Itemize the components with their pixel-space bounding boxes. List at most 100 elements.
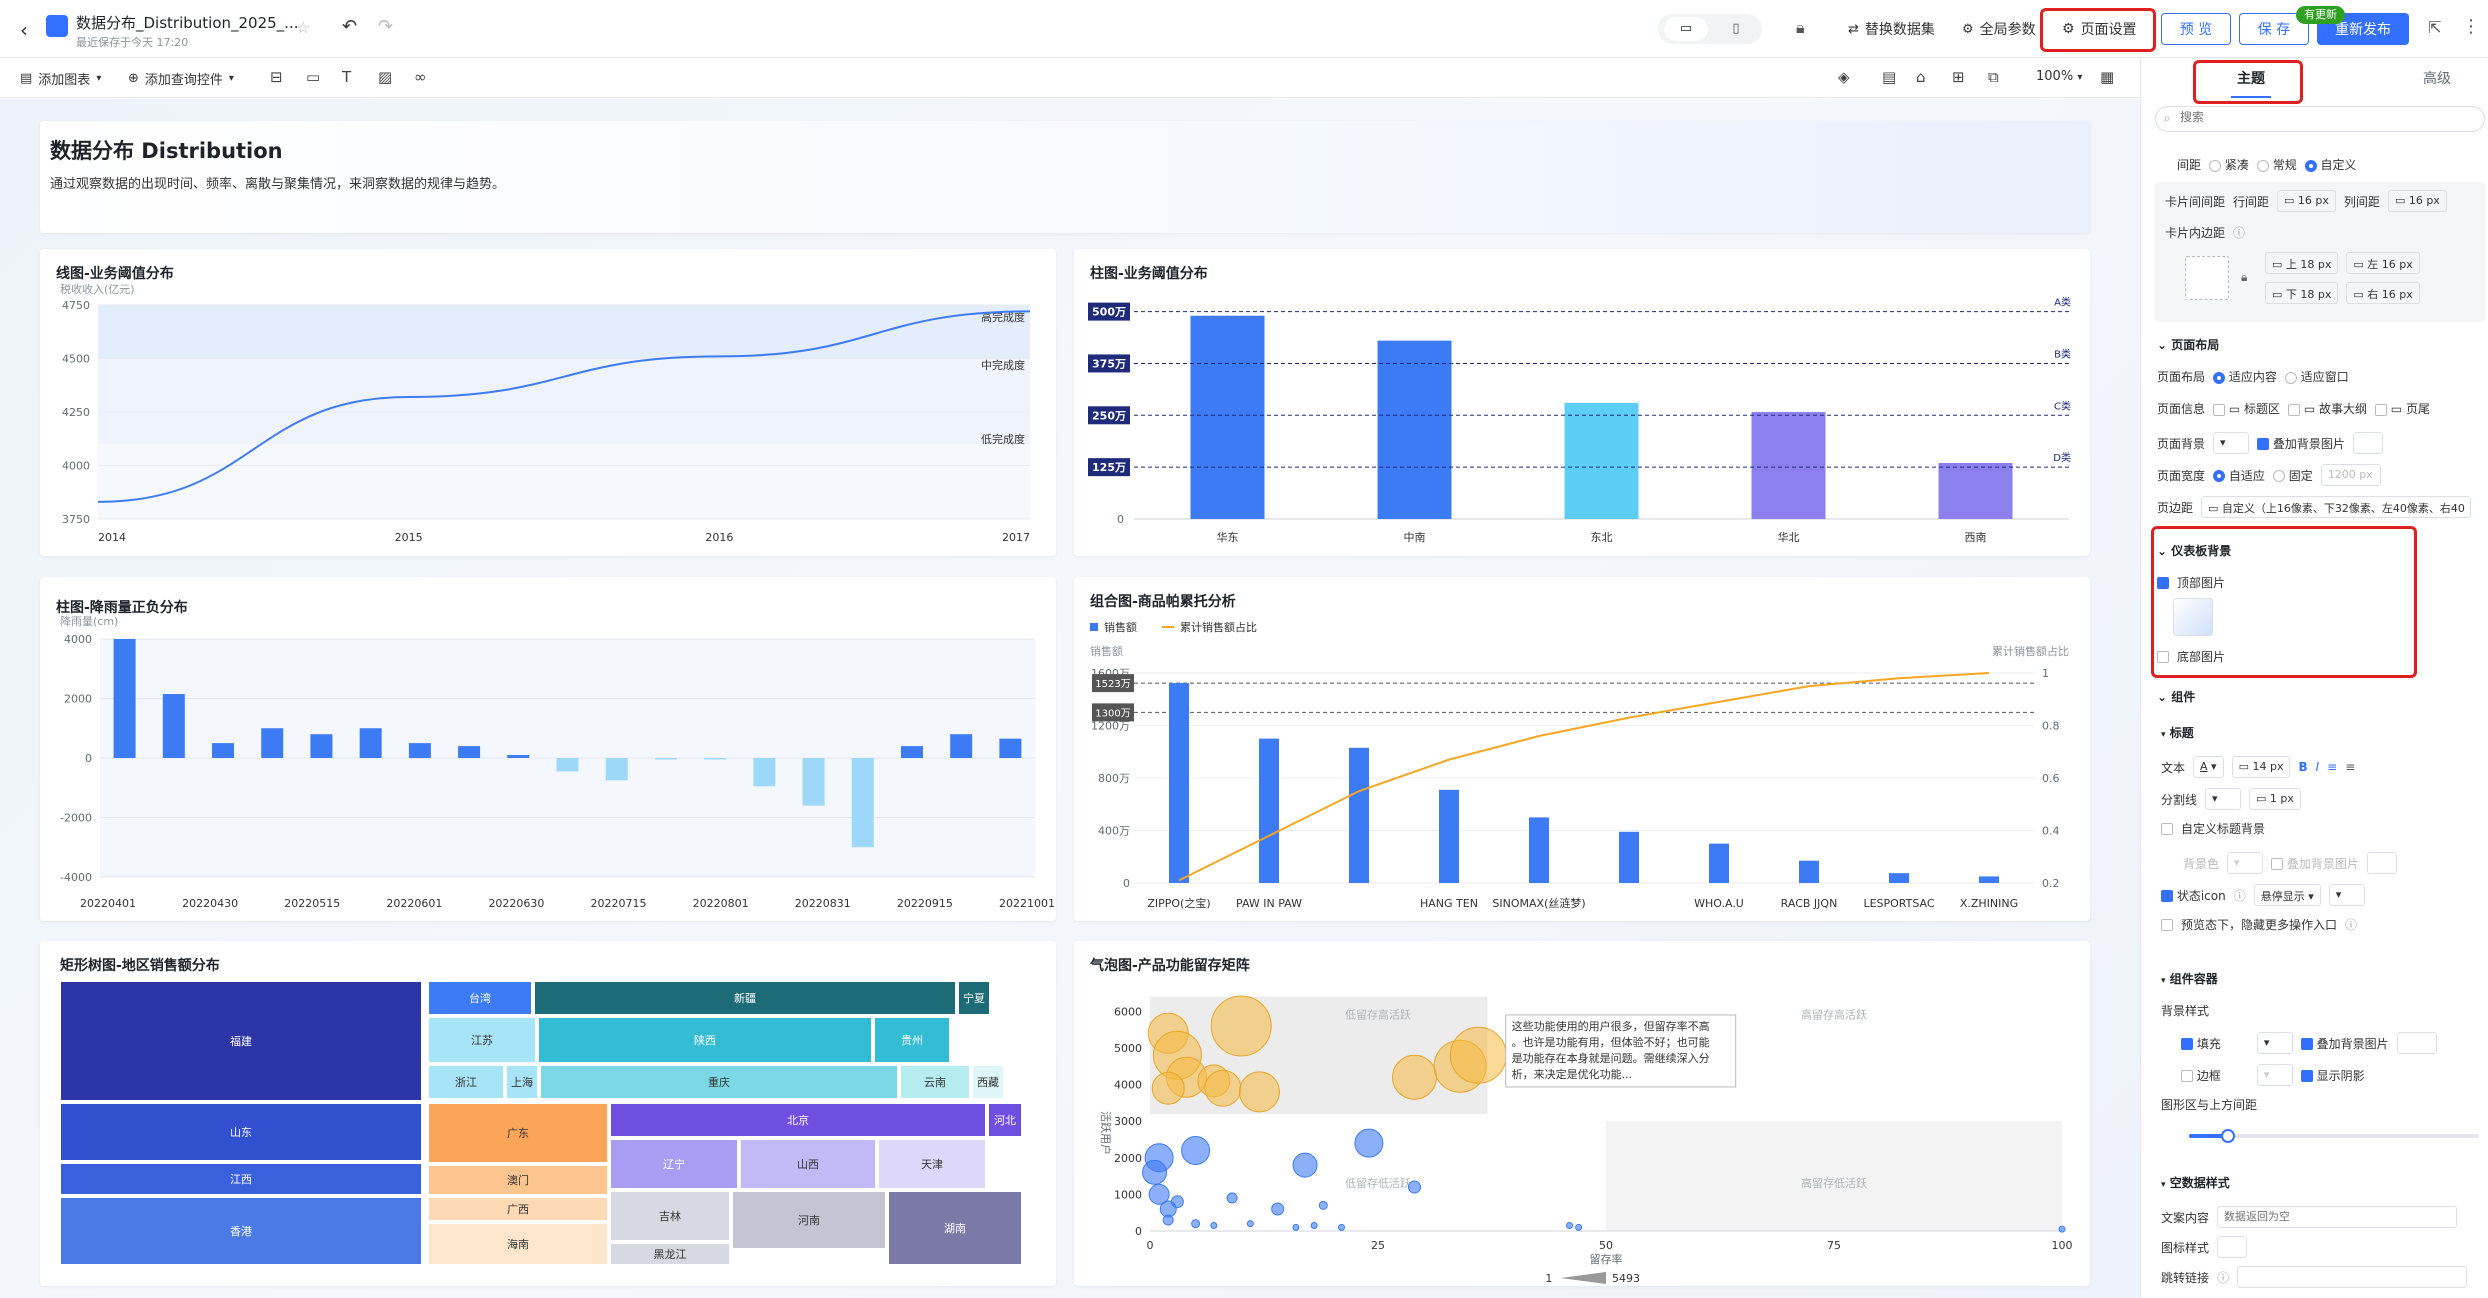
- page-settings-button[interactable]: ⚙ 页面设置: [2062, 21, 2137, 38]
- bold-icon[interactable]: B: [2298, 760, 2308, 774]
- lock-icon[interactable]: 🔒︎: [1796, 18, 1805, 37]
- zoom-select[interactable]: 100% ▾: [2036, 69, 2083, 84]
- redo-icon[interactable]: ↷: [378, 16, 394, 37]
- copy-icon[interactable]: ⧉: [1988, 68, 1999, 86]
- share-icon[interactable]: ⇱: [2428, 18, 2442, 37]
- info-outline-checkbox[interactable]: ▭ 故事大纲: [2288, 400, 2367, 417]
- title-bg-image-picker[interactable]: [2366, 852, 2397, 874]
- layout-fit-window[interactable]: 适应窗口: [2284, 368, 2349, 385]
- fill-checkbox[interactable]: 填充: [2181, 1035, 2221, 1052]
- layout-section-title[interactable]: ⌄ 页面布局: [2157, 338, 2220, 352]
- status-icon-select[interactable]: 悬停显示 ▾: [2253, 884, 2321, 906]
- mobile-view-icon[interactable]: ▯: [1732, 21, 1740, 36]
- spacing-custom[interactable]: 自定义: [2304, 156, 2357, 173]
- bubble-chart-card[interactable]: 气泡图-产品功能留存矩阵 低留存高活跃 高留存高活跃 低留存低活跃 高留存低活跃 活跃用…: [1074, 941, 2090, 1286]
- lock-icon[interactable]: 🔒︎: [2241, 270, 2248, 284]
- treemap-card[interactable]: 矩形树图-地区销售额分布 福建 台湾 新疆 宁夏 江苏 陕西 贵州 浙江 上海 重庆 云南 西藏 山东广…: [40, 941, 1056, 1286]
- text-icon[interactable]: T: [342, 68, 352, 86]
- preview-hide-row[interactable]: 预览态下，隐藏更多操作入口 ⓘ: [2161, 916, 2357, 933]
- padding-right-input[interactable]: ▭ 右 16 px: [2346, 282, 2420, 304]
- padding-bottom-input[interactable]: ▭ 下 18 px: [2265, 282, 2339, 304]
- text-color-picker[interactable]: A ▾: [2193, 756, 2224, 778]
- undo-icon[interactable]: ↶: [342, 16, 358, 37]
- align-left-icon[interactable]: ≡: [2327, 760, 2338, 774]
- tab-icon[interactable]: ▭: [306, 68, 321, 86]
- add-chart-button[interactable]: ▤ 添加图表 ▾: [20, 71, 102, 88]
- status-icon-color[interactable]: ▾: [2328, 884, 2365, 906]
- border-color-picker[interactable]: ▾: [2256, 1064, 2293, 1086]
- container-bg-image-picker[interactable]: [2396, 1032, 2437, 1054]
- divider-width-input[interactable]: ▭ 1 px: [2249, 788, 2301, 810]
- tab-theme[interactable]: 主题: [2237, 71, 2265, 87]
- rainfall-bar-card[interactable]: 柱图-降雨量正负分布 降雨量(cm) 4000 2000 0 -2000 -4000 202…: [40, 577, 1056, 921]
- margin-input[interactable]: ▭ 自定义（上16像素、下32像素、左40像素、右40: [2201, 496, 2472, 518]
- status-icon-checkbox[interactable]: 状态icon: [2161, 887, 2226, 904]
- jump-link-input[interactable]: [2237, 1266, 2468, 1288]
- row-gap-input[interactable]: ▭ 16 px: [2277, 190, 2336, 212]
- padding-top-input[interactable]: ▭ 上 18 px: [2265, 252, 2339, 274]
- spacing-normal[interactable]: 常规: [2256, 156, 2297, 173]
- width-auto[interactable]: 自适应: [2213, 467, 2265, 484]
- component-icon[interactable]: ⌂: [1916, 68, 1926, 86]
- dashboard-bg-section-title[interactable]: ⌄ 仪表板背景: [2157, 544, 2232, 558]
- divider-style-select[interactable]: ▾: [2205, 788, 2242, 810]
- bg-image-picker[interactable]: [2352, 432, 2383, 454]
- threshold-bar-chart: 0 华东 中南 东北 华北 西南 500万 A类 375万 B类 250万 C类 125万 D类: [1088, 296, 2071, 544]
- switch-dataset-button[interactable]: ⇄ 替换数据集: [1848, 21, 1935, 39]
- treemap-label: 贵州: [901, 1034, 923, 1047]
- tab-advanced[interactable]: 高级: [2423, 71, 2451, 87]
- empty-icon-picker[interactable]: [2217, 1236, 2248, 1258]
- align-center-icon[interactable]: ≡: [2345, 760, 2356, 774]
- doc-icon[interactable]: ▤: [1882, 68, 1897, 86]
- global-params-button[interactable]: ⚙ 全局参数: [1962, 21, 2036, 39]
- line-chart-card[interactable]: 线图-业务阈值分布 税收收入(亿元) 4750 4500 4250 4000 3750 高完…: [40, 249, 1056, 556]
- empty-text-input[interactable]: [2217, 1206, 2458, 1228]
- bottom-image-row[interactable]: 底部图片: [2157, 648, 2225, 665]
- component-section-title[interactable]: ⌄ 组件: [2157, 690, 2196, 704]
- fill-color-picker[interactable]: ▾: [2256, 1032, 2293, 1054]
- back-icon[interactable]: ‹: [20, 18, 28, 42]
- info-title-checkbox[interactable]: ▭ 标题区: [2213, 400, 2280, 417]
- width-input[interactable]: 1200 px: [2320, 464, 2381, 486]
- theme-icon[interactable]: ◈: [1838, 68, 1850, 86]
- font-size-input[interactable]: ▭ 14 px: [2231, 756, 2291, 778]
- chart-gap-slider[interactable]: [2189, 1129, 2479, 1143]
- grid-icon[interactable]: ▦: [2100, 68, 2115, 86]
- container-bg-image-checkbox[interactable]: 叠加背景图片: [2300, 1035, 2389, 1052]
- italic-icon[interactable]: I: [2315, 760, 2320, 774]
- title-subsection[interactable]: ▾ 标题: [2161, 726, 2194, 740]
- star-icon[interactable]: ☆: [296, 18, 311, 37]
- layout-icon[interactable]: ⊞: [1952, 68, 1965, 86]
- padding-left-input[interactable]: ▭ 左 16 px: [2346, 252, 2420, 274]
- border-checkbox[interactable]: 边框: [2181, 1067, 2221, 1084]
- search-box[interactable]: ⌕: [2155, 106, 2485, 132]
- bg-image-checkbox[interactable]: 叠加背景图片: [2257, 435, 2345, 452]
- empty-style-subsection[interactable]: ▾ 空数据样式: [2161, 1176, 2230, 1190]
- search-input[interactable]: [2180, 110, 2470, 124]
- preview-button[interactable]: 预 览: [2161, 13, 2231, 45]
- shadow-checkbox[interactable]: 显示阴影: [2300, 1067, 2365, 1084]
- spacing-compact[interactable]: 紧凑: [2209, 156, 2249, 173]
- add-query-button[interactable]: ⊕ 添加查询控件 ▾: [128, 71, 234, 88]
- threshold-bar-card[interactable]: 柱图-业务阈值分布 0 华东 中南 东北 华北 西南 500万 A类 375万 B类 250万 C类 1…: [1074, 249, 2090, 556]
- container-subsection[interactable]: ▾ 组件容器: [2161, 972, 2218, 986]
- doc-title[interactable]: 数据分布_Distribution_2025_...: [76, 14, 299, 32]
- image-icon[interactable]: ▨: [378, 68, 393, 86]
- bg-color-picker[interactable]: ▾: [2213, 432, 2250, 454]
- custom-title-bg-row[interactable]: 自定义标题背景: [2161, 820, 2265, 837]
- title-bg-color-picker[interactable]: ▾: [2227, 852, 2264, 874]
- col-gap-input[interactable]: ▭ 16 px: [2387, 190, 2447, 212]
- save-button[interactable]: 保 存: [2239, 13, 2309, 45]
- top-image-row[interactable]: 顶部图片: [2157, 574, 2225, 591]
- pareto-chart-card[interactable]: 组合图-商品帕累托分析 销售额 累计销售额占比 销售额 累计销售额占比 1600万 120…: [1074, 577, 2090, 921]
- width-fixed[interactable]: 固定: [2272, 467, 2313, 484]
- desktop-view-icon[interactable]: ▭: [1664, 17, 1708, 41]
- filter-icon[interactable]: ⊟: [270, 68, 283, 86]
- more-icon[interactable]: ⋮: [2462, 16, 2480, 37]
- top-image-thumb[interactable]: [2173, 598, 2213, 636]
- slider-handle[interactable]: [2221, 1129, 2235, 1143]
- info-footer-checkbox[interactable]: ▭ 页尾: [2374, 400, 2430, 417]
- band-label: 高完成度: [981, 310, 1025, 324]
- link-icon[interactable]: ∞: [414, 68, 427, 86]
- layout-fit-content[interactable]: 适应内容: [2213, 368, 2277, 385]
